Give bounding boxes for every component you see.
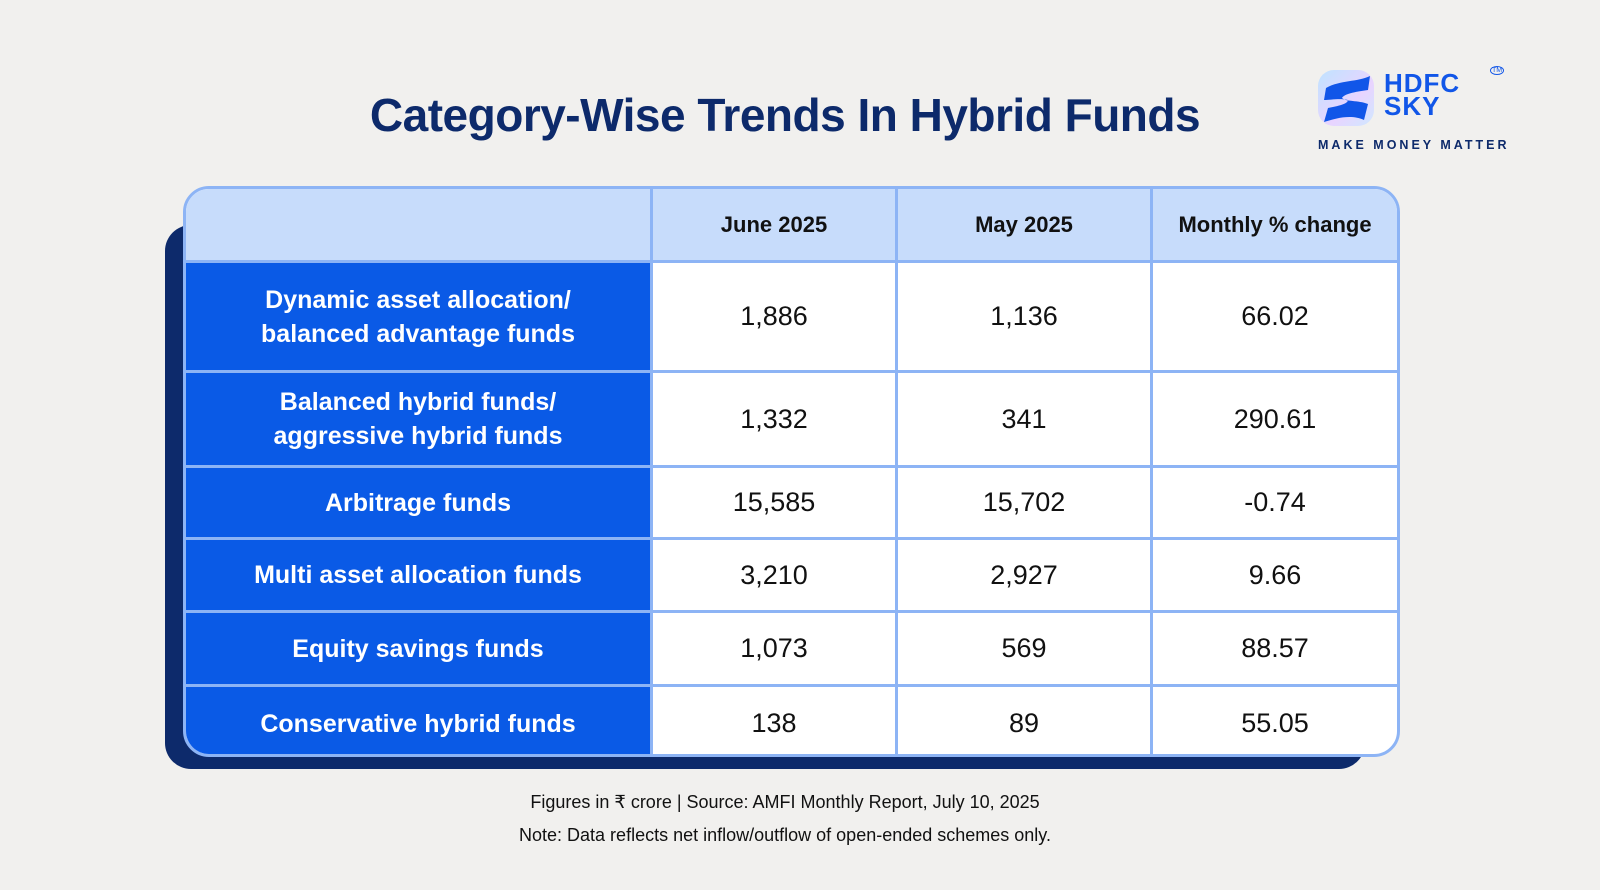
data-note: Note: Data reflects net inflow/outflow o… — [519, 825, 1051, 845]
june-2025-cell: 15,585 — [653, 468, 898, 537]
monthly-change-cell: 55.05 — [1241, 708, 1309, 738]
june-2025-cell: 1,332 — [653, 373, 898, 465]
header-cell: June 2025 — [653, 189, 898, 260]
may-2025-cell: 89 — [898, 687, 1153, 754]
june-2025-cell: 3,210 — [653, 540, 898, 610]
june-2025-cell: 138 — [653, 687, 898, 754]
table-row: Dynamic asset allocation/ balanced advan… — [186, 263, 1397, 373]
june-2025-cell: 1,886 — [653, 263, 898, 370]
monthly-change-cell: 88.57 — [1241, 633, 1309, 663]
category-cell: Multi asset allocation funds — [186, 540, 653, 610]
hybrid-funds-table: June 2025 May 2025 Monthly % change Dyna… — [183, 186, 1400, 757]
table-row: Conservative hybrid funds 138 89 55.05 — [186, 687, 1397, 754]
may-2025-cell: 1,136 — [898, 263, 1153, 370]
may-2025-cell: 2,927 — [898, 540, 1153, 610]
monthly-change-cell: 290.61 — [1233, 403, 1317, 434]
hdfc-sky-logo: HDFC SKY TM MAKE MONEY MATTER — [1318, 66, 1508, 156]
monthly-change-cell: 9.66 — [1248, 559, 1302, 590]
page-title: Category-Wise Trends In Hybrid Funds — [369, 89, 1201, 141]
table-row: Equity savings funds 1,073 569 88.57 — [186, 613, 1397, 687]
monthly-change-cell: 66.02 — [1241, 301, 1309, 331]
category-cell: Balanced hybrid funds/ aggressive hybrid… — [186, 373, 653, 465]
logo-tagline: MAKE MONEY MATTER — [1318, 138, 1510, 152]
header-cell: Monthly % change — [1178, 211, 1372, 237]
logo-wordmark: HDFC SKY — [1384, 68, 1461, 121]
june-2025-cell: 1,073 — [653, 613, 898, 684]
category-cell: Arbitrage funds — [186, 468, 653, 537]
table-row: Balanced hybrid funds/ aggressive hybrid… — [186, 373, 1397, 468]
category-cell: Dynamic asset allocation/ balanced advan… — [186, 263, 653, 370]
table-row: Multi asset allocation funds 3,210 2,927 9.… — [186, 540, 1397, 613]
may-2025-cell: 569 — [898, 613, 1153, 684]
header-cell — [186, 189, 653, 260]
category-cell: Equity savings funds — [186, 613, 653, 684]
source-note: Figures in ₹ crore | Source: AMFI Monthl… — [530, 792, 1040, 812]
header-cell: May 2025 — [898, 189, 1153, 260]
monthly-change-cell: -0.74 — [1244, 487, 1306, 517]
trademark-icon: TM — [1490, 66, 1505, 75]
may-2025-cell: 341 — [898, 373, 1153, 465]
table-header-row: June 2025 May 2025 Monthly % change — [186, 189, 1397, 263]
category-cell: Conservative hybrid funds — [186, 687, 653, 754]
may-2025-cell: 15,702 — [898, 468, 1153, 537]
table-row: Arbitrage funds 15,585 15,702 -0.74 — [186, 468, 1397, 540]
logo-mark-icon — [1318, 70, 1374, 126]
